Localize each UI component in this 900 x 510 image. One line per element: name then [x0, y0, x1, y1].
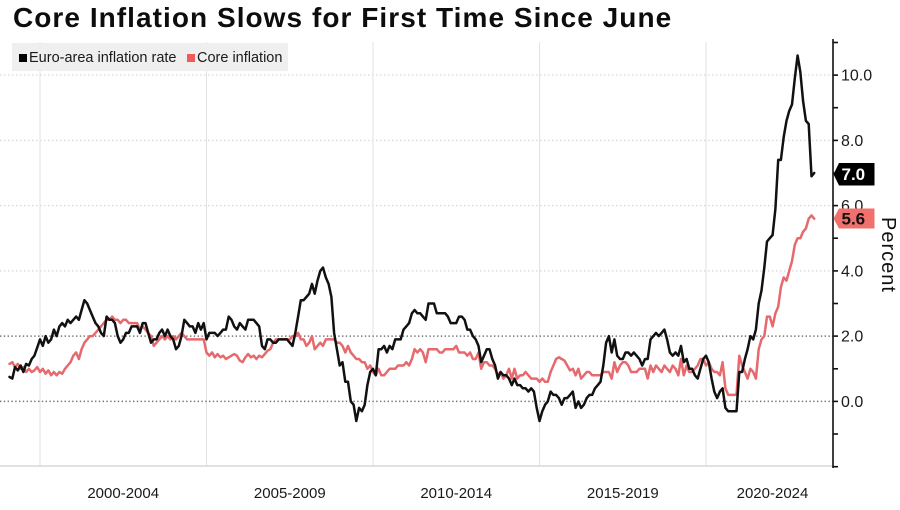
svg-text:7.0: 7.0	[842, 165, 866, 184]
svg-text:5.6: 5.6	[842, 210, 866, 229]
svg-text:4.0: 4.0	[841, 263, 863, 280]
svg-text:2020-2024: 2020-2024	[737, 485, 809, 502]
svg-text:10.0: 10.0	[841, 68, 872, 85]
svg-text:2005-2009: 2005-2009	[254, 485, 326, 502]
svg-text:2015-2019: 2015-2019	[587, 485, 659, 502]
svg-text:8.0: 8.0	[841, 133, 863, 150]
svg-text:2.0: 2.0	[841, 329, 863, 346]
svg-text:2010-2014: 2010-2014	[420, 485, 492, 502]
svg-text:0.0: 0.0	[841, 394, 863, 411]
svg-text:2000-2004: 2000-2004	[87, 485, 159, 502]
svg-text:Percent: Percent	[877, 217, 899, 293]
